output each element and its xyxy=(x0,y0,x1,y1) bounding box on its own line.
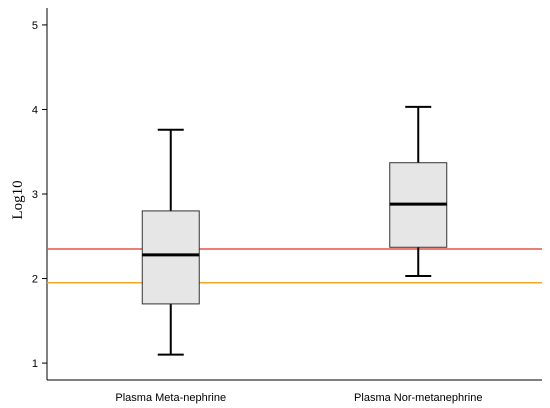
labels: 1 2 3 4 5 Log10 Plasma Meta-nephrine Plasma Nor… xyxy=(10,20,482,404)
y-axis-title: Log10 xyxy=(10,180,26,219)
x-category-label-2: Plasma Nor-metanephrine xyxy=(354,392,482,404)
box-1 xyxy=(141,128,200,356)
box-2 xyxy=(389,105,448,278)
y-tick-label-2: 2 xyxy=(32,274,38,286)
y-tick-label-4: 4 xyxy=(32,104,38,116)
x-category-label-1: Plasma Meta-nephrine xyxy=(115,392,226,404)
boxes xyxy=(141,105,448,356)
iqr-box xyxy=(141,210,200,305)
y-tick-label-1: 1 xyxy=(32,358,38,370)
axes xyxy=(42,8,542,381)
reference-lines xyxy=(47,248,542,284)
y-tick-label-3: 3 xyxy=(32,189,38,201)
y-tick-label-5: 5 xyxy=(32,20,38,32)
